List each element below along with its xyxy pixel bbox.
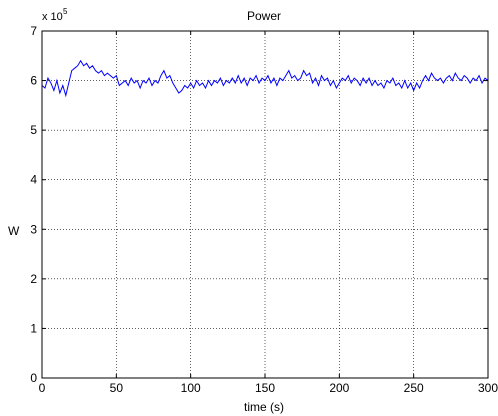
chart-title: Power <box>247 9 281 23</box>
y-tick-label: 4 <box>30 173 37 187</box>
power-series-line <box>41 59 489 98</box>
y-tick-label: 5 <box>30 123 37 137</box>
y-tick-label: 6 <box>30 74 37 88</box>
x-tick-label: 200 <box>329 381 349 395</box>
x-tick-label: 100 <box>181 381 201 395</box>
x-tick-label: 50 <box>110 381 124 395</box>
y-multiplier-exponent: 5 <box>63 7 68 16</box>
y-tick-label: 2 <box>30 272 37 286</box>
x-tick-label: 300 <box>478 381 498 395</box>
data-line-layer <box>41 59 489 98</box>
y-tick-label: 7 <box>30 24 37 38</box>
y-tick-label: 1 <box>30 321 37 335</box>
tick-layer: 0 50 100 150 200 250 300 0 1 2 3 4 5 6 7 <box>30 24 498 395</box>
x-tick-label: 0 <box>39 381 46 395</box>
x-tick-label: 150 <box>255 381 275 395</box>
y-axis-label: W <box>8 224 20 238</box>
y-tick-label: 3 <box>30 222 37 236</box>
y-tick-label: 0 <box>30 371 37 385</box>
y-multiplier-label: x 10 <box>42 11 63 23</box>
x-axis-label: time (s) <box>244 400 284 414</box>
x-tick-label: 250 <box>404 381 424 395</box>
